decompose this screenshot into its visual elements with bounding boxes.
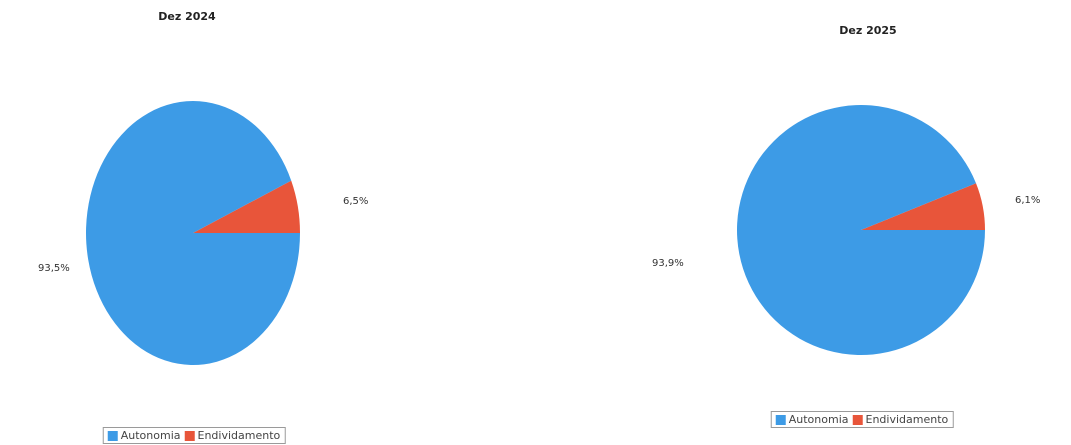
- legend-label-autonomia: Autonomia: [788, 413, 849, 426]
- legend-swatch-endividamento: [852, 414, 863, 425]
- legend-label-endividamento: Endividamento: [865, 413, 949, 426]
- legend: Autonomia Endividamento: [770, 411, 954, 428]
- pie-slice-autonomia: [85, 101, 300, 366]
- chart-title: Dez 2024: [158, 10, 216, 23]
- legend-swatch-autonomia: [107, 430, 118, 441]
- legend-swatch-autonomia: [775, 414, 786, 425]
- pie-chart-dez-2025: Dez 2025 93,9% 6,1% Autonomia Endividame…: [620, 0, 1071, 445]
- legend-label-endividamento: Endividamento: [197, 429, 281, 442]
- slice-label-endividamento: 6,1%: [1015, 195, 1041, 206]
- legend-item-endividamento: Endividamento: [184, 429, 281, 442]
- legend-item-autonomia: Autonomia: [775, 413, 849, 426]
- chart-title: Dez 2025: [839, 24, 897, 37]
- pie-svg: [85, 101, 300, 366]
- legend-label-autonomia: Autonomia: [120, 429, 181, 442]
- pie-svg: [737, 105, 985, 356]
- pie-slice-autonomia: [737, 105, 985, 356]
- legend-item-autonomia: Autonomia: [107, 429, 181, 442]
- slice-label-autonomia: 93,5%: [38, 263, 70, 274]
- pie-slice-endividamento: [193, 180, 300, 233]
- legend-swatch-endividamento: [184, 430, 195, 441]
- legend-item-endividamento: Endividamento: [852, 413, 949, 426]
- pie-slice-endividamento: [861, 183, 985, 230]
- legend: Autonomia Endividamento: [102, 427, 286, 444]
- slice-label-autonomia: 93,9%: [652, 258, 684, 269]
- pie-chart-dez-2024: Dez 2024 93,5% 6,5% Autonomia Endividame…: [0, 0, 420, 445]
- slice-label-endividamento: 6,5%: [343, 196, 369, 207]
